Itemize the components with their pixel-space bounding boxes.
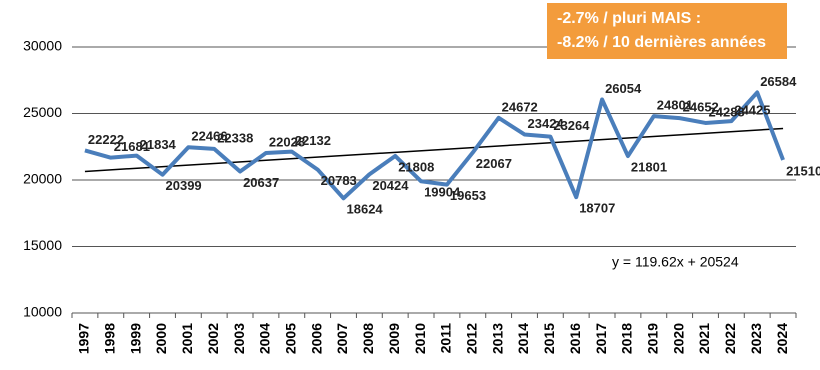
- data-label: 20424: [372, 178, 409, 193]
- x-tick-label: 2013: [489, 323, 505, 354]
- x-tick-label: 2003: [231, 323, 247, 354]
- data-label: 23264: [553, 118, 590, 133]
- data-label: 24288: [709, 104, 745, 119]
- data-label: 22028: [269, 134, 305, 149]
- data-label: 19904: [424, 185, 461, 200]
- x-tick-label: 2011: [438, 323, 454, 354]
- data-label: 24652: [683, 100, 719, 115]
- x-tick-label: 2007: [334, 323, 350, 354]
- x-tick-label: 2020: [670, 323, 686, 354]
- data-label: 24425: [734, 103, 770, 118]
- data-label: 23424: [528, 116, 565, 131]
- y-tick-label: 20000: [23, 171, 62, 187]
- data-label: 18707: [579, 201, 615, 216]
- x-tick-label: 2017: [593, 323, 609, 354]
- x-tick-label: 2015: [541, 323, 557, 354]
- data-label: 21801: [631, 159, 667, 174]
- data-label: 21834: [140, 137, 177, 152]
- x-tick-label: 2009: [386, 323, 402, 354]
- x-tick-label: 2014: [515, 323, 531, 354]
- trendline-equation: y = 119.62x + 20524: [612, 254, 739, 270]
- x-tick-label: 2002: [205, 323, 221, 354]
- x-tick-label: 2021: [696, 323, 712, 354]
- data-label: 26054: [605, 81, 642, 96]
- x-tick-label: 2008: [360, 323, 376, 354]
- x-tick-label: 2012: [463, 323, 479, 354]
- data-label: 26584: [760, 74, 797, 89]
- trendline: [84, 127, 784, 173]
- data-label: 20637: [243, 175, 279, 190]
- y-tick-label: 15000: [23, 237, 62, 253]
- x-tick-label: 2000: [153, 323, 169, 354]
- x-tick-label: 1997: [76, 323, 92, 354]
- data-label: 22067: [476, 156, 512, 171]
- data-label: 21808: [398, 159, 434, 174]
- x-tick-label: 2019: [644, 323, 660, 354]
- data-label: 18624: [347, 202, 384, 217]
- x-tick-label: 2006: [308, 323, 324, 354]
- x-tick-label: 2023: [748, 323, 764, 354]
- x-tick-label: 2024: [774, 323, 790, 354]
- x-tick-label: 1998: [101, 323, 117, 354]
- annotation-box: -2.7% / pluri MAIS : -8.2% / 10 dernière…: [547, 3, 787, 59]
- y-tick-label: 10000: [23, 304, 62, 320]
- data-label: 22338: [217, 130, 253, 145]
- data-label: 22222: [88, 132, 124, 147]
- x-tick-label: 2001: [179, 323, 195, 354]
- data-label: 20399: [166, 178, 202, 193]
- x-tick-label: 2010: [412, 323, 428, 354]
- series-line: [84, 90, 785, 201]
- data-label: 24801: [657, 98, 693, 113]
- y-tick-label: 25000: [23, 104, 62, 120]
- x-tick-label: 2005: [282, 323, 298, 354]
- annotation-line: -2.7% / pluri MAIS :: [557, 10, 702, 27]
- data-label: 24672: [502, 99, 538, 114]
- data-label: 21510: [786, 163, 820, 178]
- x-tick-label: 1999: [127, 323, 143, 354]
- x-tick-label: 2016: [567, 323, 583, 354]
- x-tick-label: 2022: [722, 323, 738, 354]
- data-label: 22132: [295, 133, 331, 148]
- data-label: 21681: [114, 139, 150, 154]
- x-tick-label: 2018: [619, 323, 635, 354]
- data-label: 20783: [321, 173, 357, 188]
- y-tick-label: 30000: [23, 38, 62, 54]
- x-tick-label: 2004: [257, 323, 273, 354]
- annotation-line: -8.2% / 10 dernières années: [557, 34, 766, 51]
- data-label: 19653: [450, 188, 486, 203]
- data-label: 22466: [191, 129, 227, 144]
